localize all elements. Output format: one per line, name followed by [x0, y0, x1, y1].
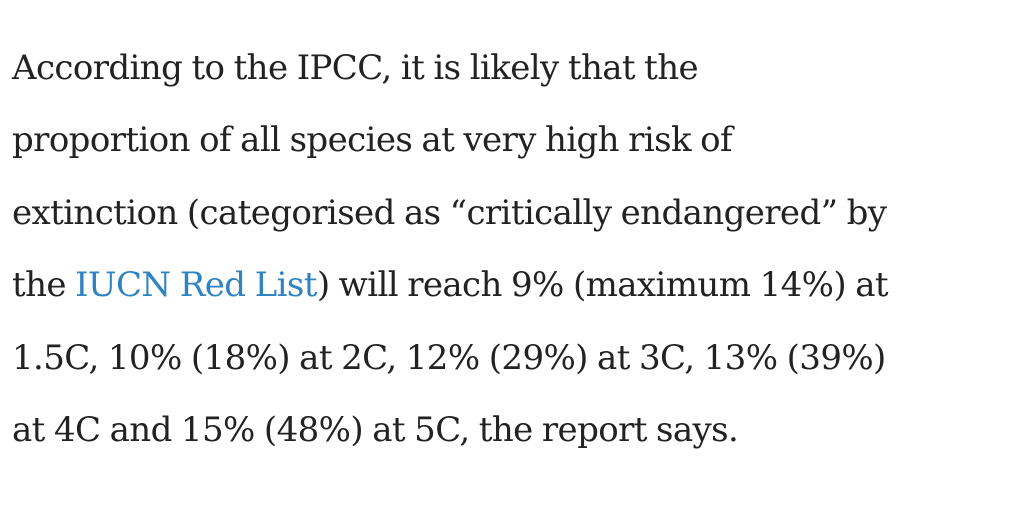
article-paragraph: According to the IPCC, it is likely that… [12, 32, 1002, 466]
line-4-prefix: the [12, 265, 76, 306]
paragraph-line-4: the IUCN Red List) will reach 9% (maximu… [12, 249, 1002, 321]
paragraph-line-6: at 4C and 15% (48%) at 5C, the report sa… [12, 410, 739, 451]
paragraph-line-1: According to the IPCC, it is likely that… [12, 48, 699, 88]
iucn-red-list-link[interactable]: IUCN Red List [75, 265, 317, 306]
paragraph-line-3: extinction (categorised as “critically e… [12, 192, 887, 233]
paragraph-line-2: proportion of all species at very high r… [12, 120, 733, 161]
line-4-suffix: ) will reach 9% (maximum 14%) at [316, 265, 889, 306]
paragraph-line-5: 1.5C, 10% (18%) at 2C, 12% (29%) at 3C, … [12, 337, 886, 378]
